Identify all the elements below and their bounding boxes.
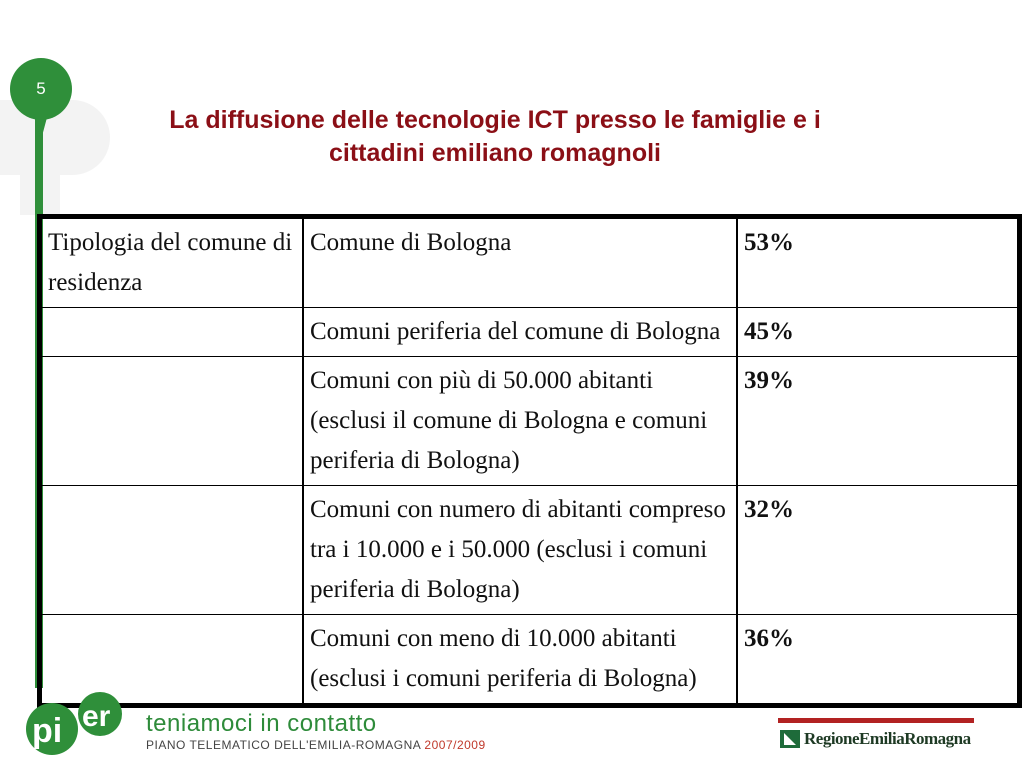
pier-logo: pi er: [26, 692, 122, 755]
slide-number: 5: [36, 79, 46, 98]
table-row: Comuni con meno di 10.000 abitanti (escl…: [39, 614, 1020, 706]
slide-number-badge: 5: [10, 58, 72, 140]
row-header-cell: Tipologia del comune di residenza: [39, 216, 304, 308]
category-cell: Comuni con più di 50.000 abitanti (esclu…: [302, 356, 738, 486]
value-cell: 36%: [736, 614, 1020, 706]
regione-emblem-icon: [780, 730, 800, 748]
empty-cell: [39, 356, 304, 486]
regione-logo: RegioneEmiliaRomagna: [778, 718, 974, 750]
slide-title-line-2: cittadini emiliano romagnoli: [329, 139, 661, 167]
table-row: Tipologia del comune di residenza Comune…: [39, 216, 1020, 308]
regione-name: RegioneEmiliaRomagna: [804, 729, 971, 748]
empty-cell: [39, 485, 304, 615]
data-table: Tipologia del comune di residenza Comune…: [37, 214, 1022, 708]
footer-subline: PIANO TELEMATICO DELL'EMILIA-ROMAGNA 200…: [146, 738, 486, 752]
table-row: Comuni periferia del comune di Bologna 4…: [39, 307, 1020, 357]
value-cell: 45%: [736, 307, 1020, 357]
table-row: Comuni con più di 50.000 abitanti (esclu…: [39, 356, 1020, 486]
footer: pi er teniamoci in contatto PIANO TELEMA…: [0, 680, 1023, 767]
category-cell: Comuni con numero di abitanti compreso t…: [302, 485, 738, 615]
category-cell: Comune di Bologna: [302, 216, 738, 308]
category-cell: Comuni con meno di 10.000 abitanti (escl…: [302, 614, 738, 706]
slide-title: La diffusione delle tecnologie ICT press…: [80, 104, 910, 170]
footer-plan-name: PIANO TELEMATICO DELL'EMILIA-ROMAGNA: [146, 738, 421, 752]
value-cell: 32%: [736, 485, 1020, 615]
empty-cell: [39, 307, 304, 357]
table-row: Comuni con numero di abitanti compreso t…: [39, 485, 1020, 615]
value-cell: 39%: [736, 356, 1020, 486]
svg-text:er: er: [82, 700, 111, 733]
footer-years: 2007/2009: [424, 738, 486, 752]
category-cell: Comuni periferia del comune di Bologna: [302, 307, 738, 357]
svg-text:pi: pi: [32, 712, 62, 750]
value-cell: 53%: [736, 216, 1020, 308]
slide-title-line-1: La diffusione delle tecnologie ICT press…: [169, 106, 821, 134]
empty-cell: [39, 614, 304, 706]
footer-tagline: teniamoci in contatto: [146, 710, 377, 737]
regione-red-bar: [778, 718, 974, 723]
